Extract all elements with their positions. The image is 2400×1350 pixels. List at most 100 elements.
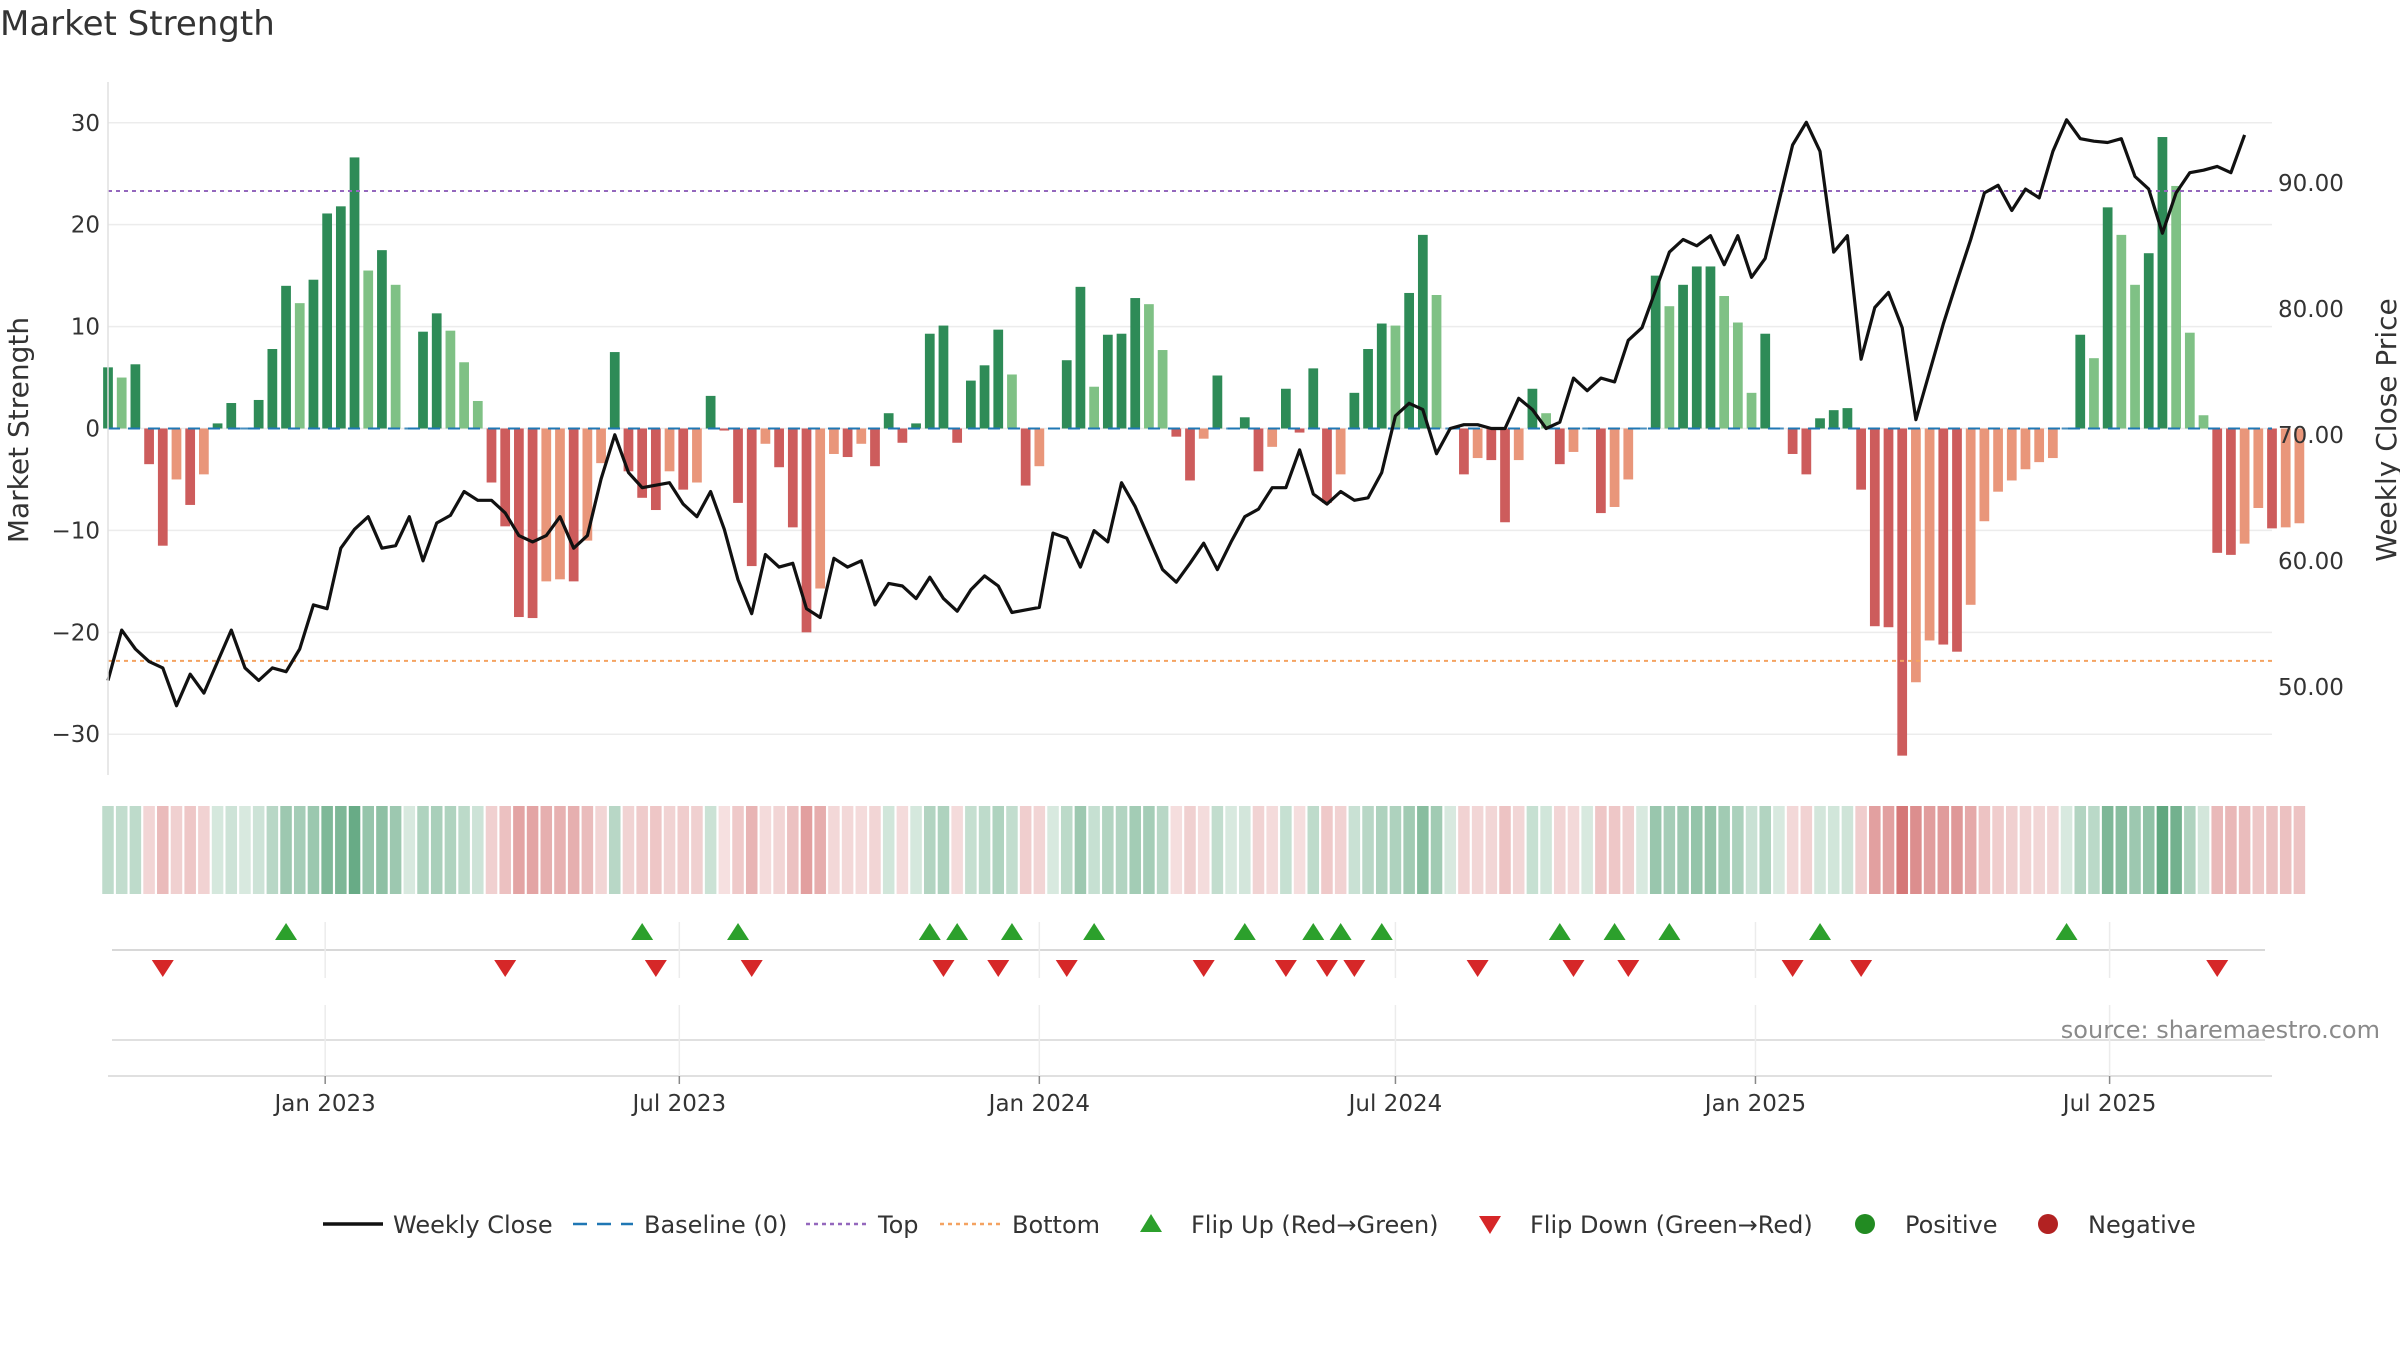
strength-bar [377, 250, 387, 429]
heat-cell [1417, 806, 1429, 894]
heat-cell [1115, 806, 1128, 894]
heat-cell [622, 806, 635, 894]
strength-bar [596, 428, 606, 464]
source-label: source: sharemaestro.com [2061, 1016, 2380, 1044]
heat-cell [1800, 806, 1813, 894]
heat-cell [198, 806, 210, 894]
heat-cell [1718, 806, 1730, 894]
heat-cell [1869, 806, 1881, 894]
heat-cell [102, 806, 114, 894]
heat-cell [1732, 806, 1744, 894]
strength-bar [1281, 388, 1291, 429]
heat-cell [759, 806, 772, 894]
heat-cell [1841, 806, 1854, 894]
flip-down-marker [740, 960, 763, 977]
heat-cell [1581, 806, 1593, 894]
strength-bar [815, 428, 826, 589]
heat-cell [1184, 806, 1196, 894]
strength-bar [965, 380, 976, 429]
legend-item: Positive [1855, 1211, 1998, 1239]
heat-cell [1266, 806, 1278, 894]
strength-bar [719, 428, 730, 431]
flip-up-marker [275, 923, 298, 940]
heat-cell [924, 806, 936, 894]
heat-cell [937, 806, 950, 894]
heat-cell [1896, 806, 1908, 894]
flip-down-marker [932, 960, 955, 977]
strength-bar [240, 427, 250, 430]
strength-bar [568, 428, 579, 582]
strength-bar [1938, 428, 1949, 645]
strength-bar [1020, 428, 1031, 486]
heat-cell [348, 806, 361, 894]
legend-item: Bottom [940, 1211, 1100, 1239]
heat-cell [636, 806, 648, 894]
heat-cell [129, 806, 142, 894]
heat-cell [1526, 806, 1539, 894]
y-left-tick-label: −30 [51, 722, 100, 748]
y-left-axis-title: Market Strength [2, 317, 35, 543]
strength-bar [2143, 253, 2154, 429]
heat-cell [1156, 806, 1169, 894]
strength-bar [1568, 428, 1579, 452]
heat-cell [499, 806, 511, 894]
weekly-close-path [106, 118, 2247, 708]
legend-item: Flip Down (Green→Red) [1479, 1211, 1813, 1239]
heat-cell [1293, 806, 1306, 894]
heat-cell [2266, 806, 2278, 894]
legend-positive-dot [1855, 1214, 1875, 1234]
legend-label: Top [877, 1211, 919, 1239]
strength-bar [582, 428, 593, 541]
strength-bar [1554, 428, 1565, 465]
flip-up-marker [1370, 923, 1393, 940]
heat-cell [718, 806, 731, 894]
strength-bar [1705, 266, 1716, 429]
heat-cell [1499, 806, 1511, 894]
strength-bar [1691, 266, 1702, 429]
strength-bar [746, 428, 757, 567]
heat-cell [1636, 806, 1648, 894]
strength-bar [650, 428, 661, 511]
heat-cell [992, 806, 1005, 894]
strength-bar [2267, 428, 2277, 529]
strength-bar [2253, 428, 2264, 508]
heat-cell [1444, 806, 1456, 894]
heat-cell [1307, 806, 1320, 894]
heat-cell [2142, 806, 2155, 894]
strength-bar [609, 352, 620, 429]
heat-cell [1745, 806, 1758, 894]
heat-cell [1937, 806, 1950, 894]
heat-cell [1882, 806, 1895, 894]
strength-bar [2116, 234, 2127, 429]
strength-bar [1308, 368, 1319, 429]
legend-negative-dot [2038, 1214, 2058, 1234]
strength-bar [733, 428, 743, 503]
flip-down-marker [1617, 960, 1640, 977]
strength-bar [678, 428, 689, 490]
strength-bar [2075, 334, 2086, 429]
strength-bar [363, 270, 374, 429]
strength-bar [157, 428, 168, 546]
legend-label: Baseline (0) [644, 1211, 787, 1239]
strength-bar [1993, 428, 2003, 492]
strength-bar [1116, 333, 1127, 429]
heat-cell [1458, 806, 1470, 894]
y-left-tick-label: −20 [51, 620, 100, 646]
strength-bar [897, 428, 908, 443]
flip-down-marker [2206, 960, 2229, 977]
flip-down-marker [644, 960, 667, 977]
x-tick-label: Jul 2024 [1347, 1091, 1443, 1117]
strength-heat-strip [102, 806, 2306, 894]
strength-bar [322, 213, 333, 429]
y-left-tick-label: 20 [71, 213, 100, 239]
strength-bar [1390, 325, 1401, 429]
flip-down-marker [1274, 960, 1297, 977]
strength-bar [1486, 428, 1497, 461]
flip-down-marker [1781, 960, 1804, 977]
heat-cell [1471, 806, 1484, 894]
heat-cell [1375, 806, 1388, 894]
strength-bars [103, 137, 2305, 756]
heat-cell [2293, 806, 2306, 894]
heat-cell [677, 806, 690, 894]
